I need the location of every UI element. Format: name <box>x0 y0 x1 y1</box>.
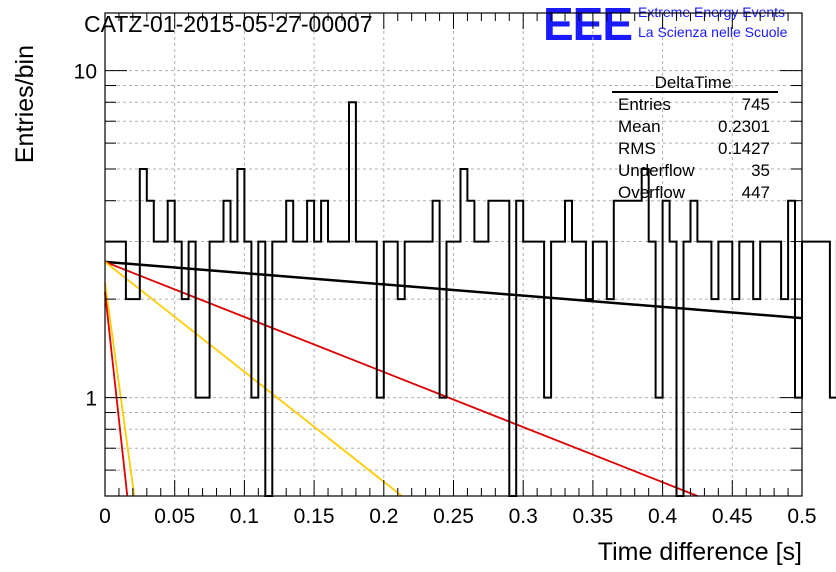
stats-label: Mean <box>618 117 661 136</box>
stats-box: DeltaTime Entries 745 Mean 0.2301 RMS 0.1427 U… <box>612 73 778 202</box>
stats-value: 447 <box>742 183 770 202</box>
y-tick-label: 1 <box>85 388 97 411</box>
x-axis-label: Time difference [s] <box>598 538 802 566</box>
logo-line2: La Scienza nelle Scuole <box>638 24 788 40</box>
x-tick-label: 0.1 <box>230 505 259 528</box>
stats-label: Underflow <box>618 161 695 180</box>
x-tick-label: 0.45 <box>712 505 753 528</box>
logo-line1: Extreme Energy Events <box>638 4 785 20</box>
x-tick-label: 0.5 <box>787 505 816 528</box>
x-tick-label: 0.4 <box>648 505 678 528</box>
stats-value: 35 <box>751 161 770 180</box>
axis-ticks <box>104 13 803 497</box>
fit-line <box>104 292 129 497</box>
stats-value: 745 <box>742 95 770 114</box>
stats-label: RMS <box>618 139 656 158</box>
x-tick-label: 0.25 <box>433 505 474 528</box>
fit-line <box>104 282 136 497</box>
y-tick-labels: 1 10 <box>74 61 97 411</box>
histogram-outline <box>105 101 836 497</box>
stats-rows: Entries 745 Mean 0.2301 RMS 0.1427 Underflow 35… <box>618 95 770 202</box>
stats-value: 0.2301 <box>718 117 770 136</box>
y-axis-label: Entries/bin <box>11 45 39 163</box>
x-tick-label: 0 <box>99 505 111 528</box>
x-tick-label: 0.15 <box>294 505 335 528</box>
logo-mark: EEE <box>543 0 632 50</box>
stats-label: Entries <box>618 95 671 114</box>
fit-lines <box>104 260 803 497</box>
y-tick-label: 10 <box>74 61 97 84</box>
fit-line <box>104 260 803 320</box>
x-tick-label: 0.35 <box>572 505 613 528</box>
stats-title: DeltaTime <box>655 73 732 92</box>
eee-logo: EEE Extreme Energy Events La Scienza nel… <box>543 0 788 50</box>
stats-value: 0.1427 <box>718 139 770 158</box>
fit-line <box>104 261 698 497</box>
x-tick-label: 0.3 <box>509 505 538 528</box>
x-tick-label: 0.05 <box>154 505 195 528</box>
x-tick-label: 0.2 <box>369 505 398 528</box>
stats-label: Overflow <box>618 183 686 202</box>
fit-line <box>104 261 403 497</box>
x-tick-labels: 0 0.05 0.1 0.15 0.2 0.25 0.3 0.35 0.4 0.45 0.5 <box>99 505 816 528</box>
chart-title: CATZ-01-2015-05-27-00007 <box>84 11 373 37</box>
